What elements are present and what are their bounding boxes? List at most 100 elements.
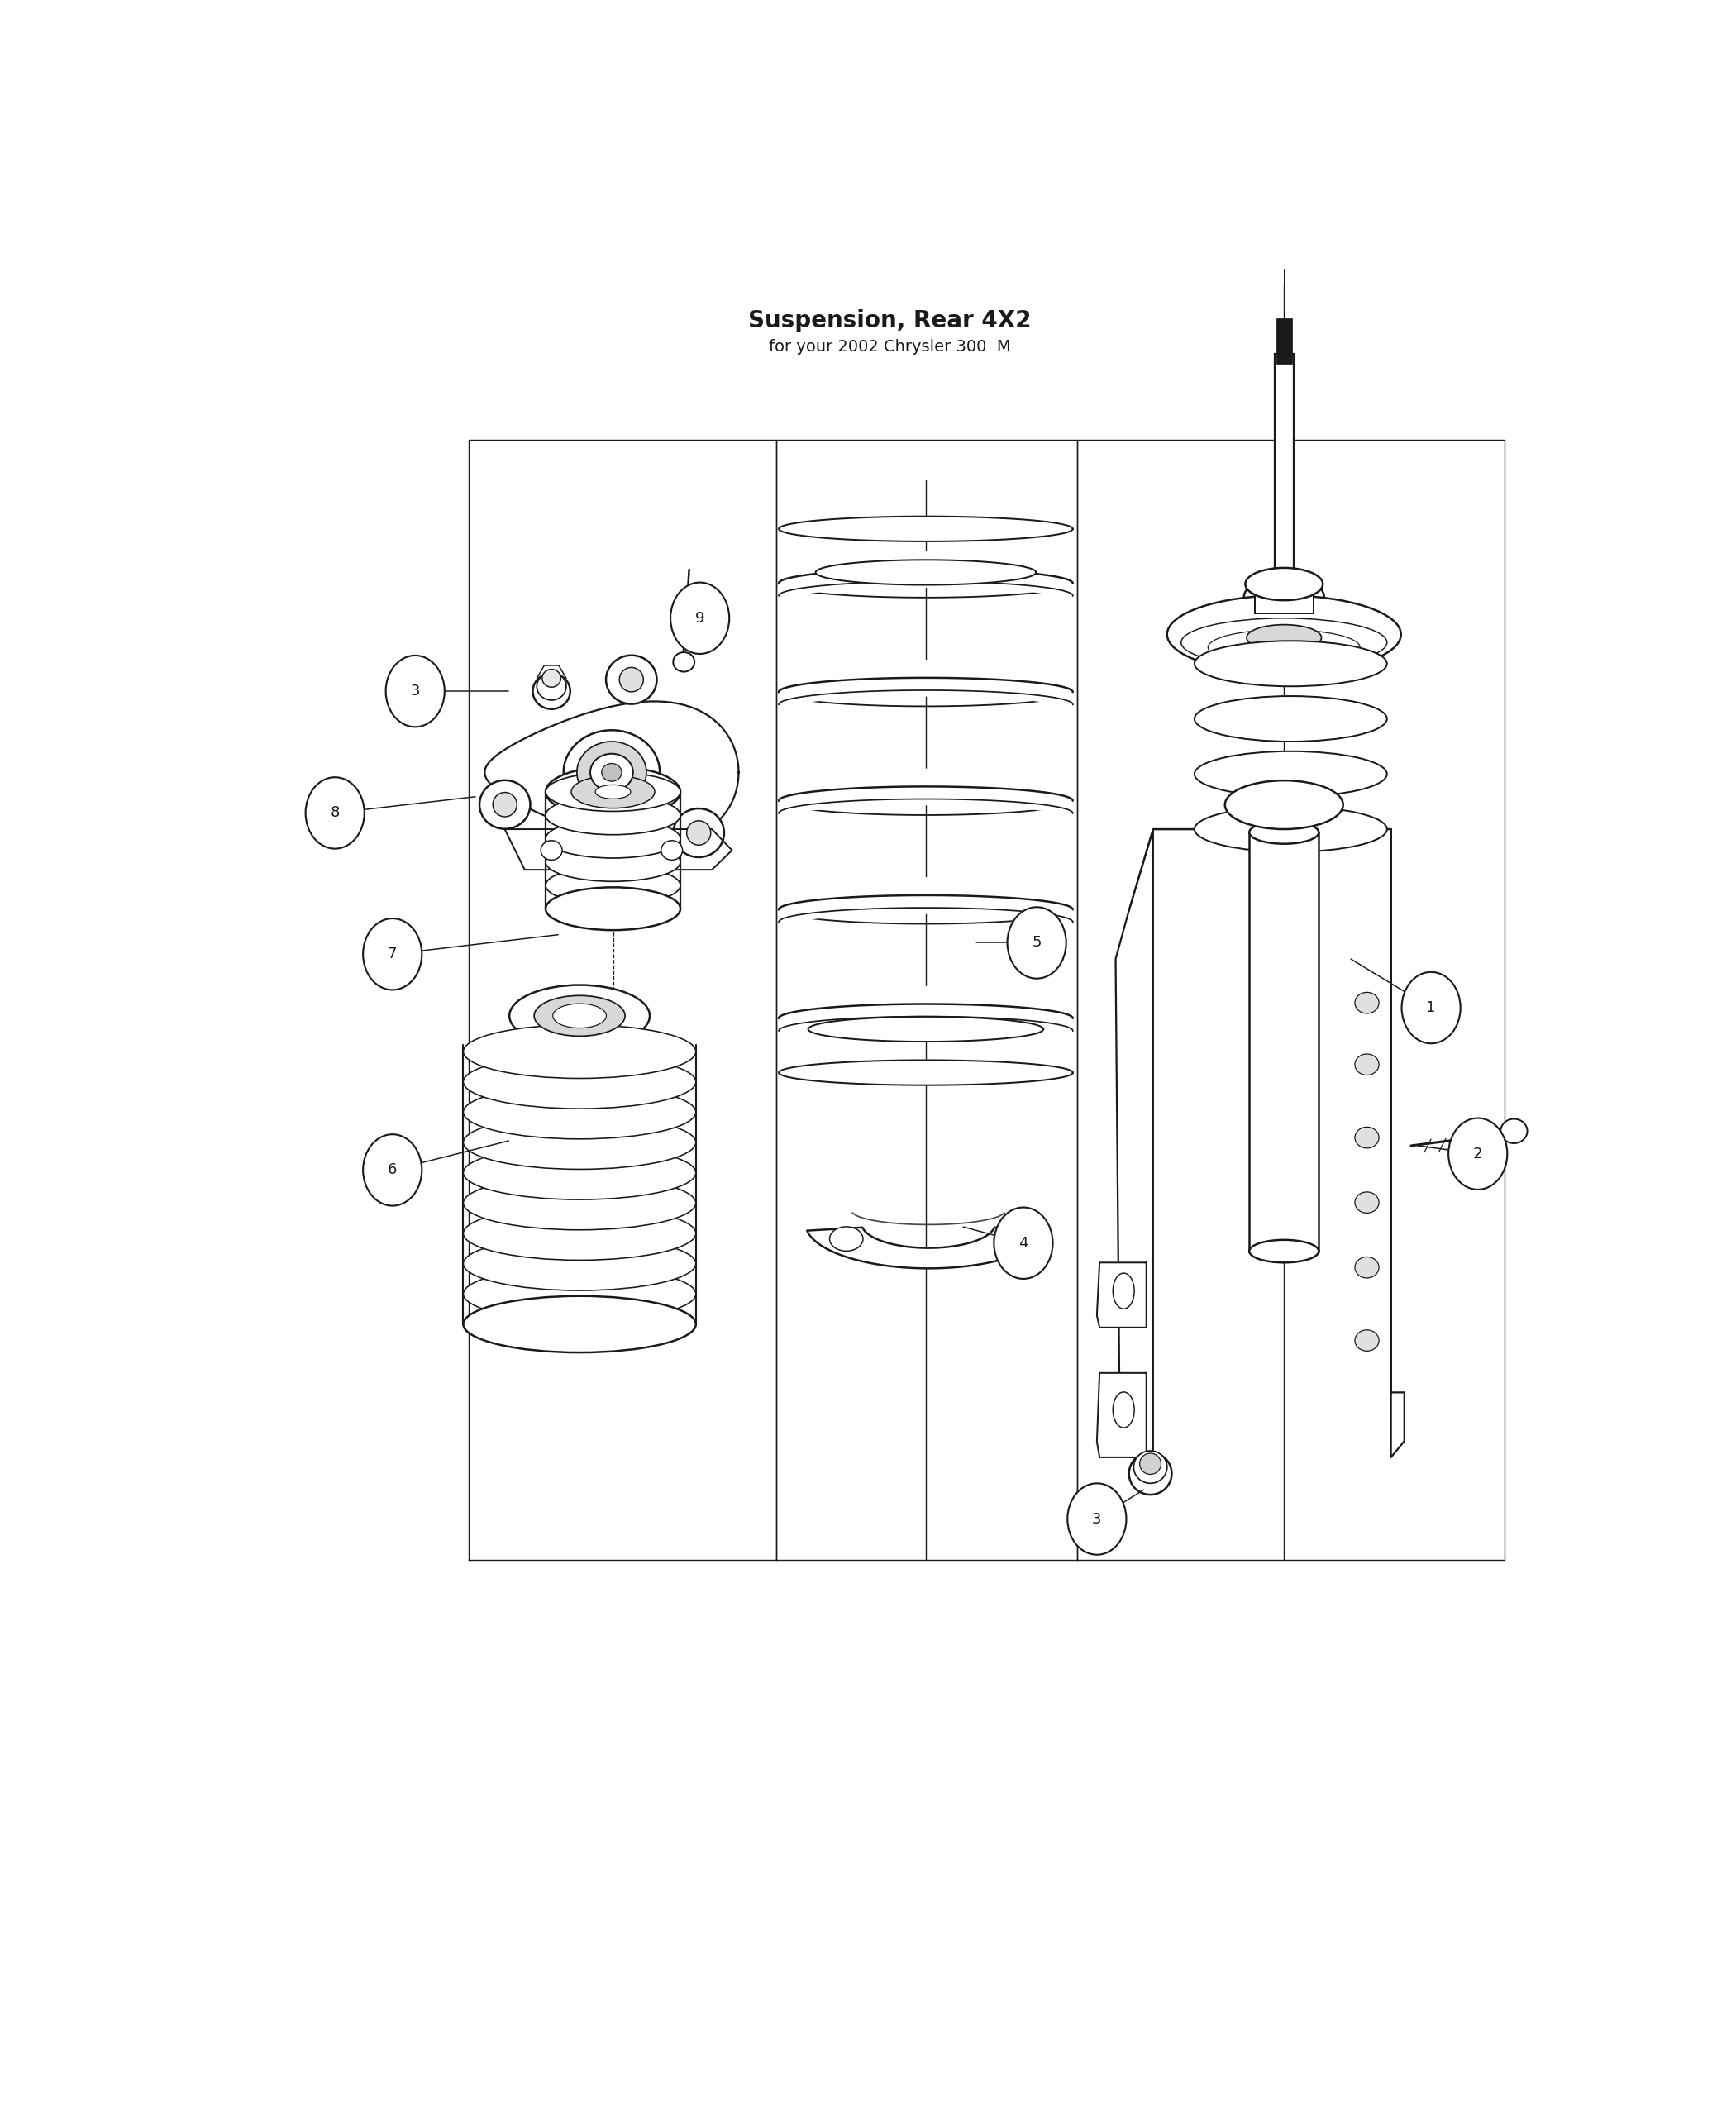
Circle shape bbox=[363, 919, 422, 991]
Text: 5: 5 bbox=[1031, 936, 1042, 951]
Text: Suspension, Rear 4X2: Suspension, Rear 4X2 bbox=[748, 310, 1031, 333]
Ellipse shape bbox=[542, 841, 562, 860]
Ellipse shape bbox=[1194, 641, 1387, 687]
Circle shape bbox=[1448, 1117, 1507, 1189]
Ellipse shape bbox=[1167, 594, 1401, 672]
Text: 3: 3 bbox=[410, 683, 420, 698]
Ellipse shape bbox=[464, 1115, 696, 1170]
Ellipse shape bbox=[479, 780, 529, 828]
Bar bbox=[1255, 584, 1314, 613]
Ellipse shape bbox=[464, 1054, 696, 1109]
Ellipse shape bbox=[1354, 1256, 1378, 1277]
Ellipse shape bbox=[576, 742, 646, 803]
Text: 3: 3 bbox=[1092, 1511, 1102, 1526]
Bar bbox=[1274, 354, 1293, 594]
Ellipse shape bbox=[1250, 1240, 1319, 1263]
Text: 8: 8 bbox=[330, 805, 340, 820]
Ellipse shape bbox=[830, 1227, 863, 1250]
Circle shape bbox=[1068, 1484, 1127, 1556]
Circle shape bbox=[995, 1208, 1052, 1280]
Text: 9: 9 bbox=[694, 611, 705, 626]
Ellipse shape bbox=[545, 795, 681, 835]
Ellipse shape bbox=[1500, 1119, 1528, 1143]
Ellipse shape bbox=[464, 1206, 696, 1261]
Ellipse shape bbox=[1134, 1450, 1167, 1484]
Ellipse shape bbox=[464, 1267, 696, 1322]
Ellipse shape bbox=[564, 729, 660, 814]
Ellipse shape bbox=[545, 767, 681, 818]
Ellipse shape bbox=[1194, 750, 1387, 797]
Ellipse shape bbox=[1245, 567, 1323, 601]
Text: 2: 2 bbox=[1474, 1147, 1483, 1162]
Ellipse shape bbox=[464, 1237, 696, 1290]
Ellipse shape bbox=[590, 755, 634, 790]
Ellipse shape bbox=[1128, 1452, 1172, 1495]
Ellipse shape bbox=[995, 1227, 1028, 1250]
Ellipse shape bbox=[545, 772, 681, 812]
Ellipse shape bbox=[674, 809, 724, 858]
Ellipse shape bbox=[464, 1176, 696, 1229]
Ellipse shape bbox=[464, 1296, 696, 1353]
Polygon shape bbox=[807, 1227, 1050, 1269]
Ellipse shape bbox=[602, 763, 621, 782]
Ellipse shape bbox=[1245, 578, 1325, 618]
Ellipse shape bbox=[545, 866, 681, 904]
Ellipse shape bbox=[1113, 1391, 1134, 1427]
Ellipse shape bbox=[1354, 993, 1378, 1014]
Ellipse shape bbox=[1354, 1330, 1378, 1351]
Ellipse shape bbox=[571, 776, 654, 807]
Ellipse shape bbox=[1113, 1273, 1134, 1309]
Ellipse shape bbox=[1354, 1191, 1378, 1212]
Text: 1: 1 bbox=[1427, 1001, 1436, 1016]
Circle shape bbox=[306, 778, 365, 850]
Text: 4: 4 bbox=[1019, 1235, 1028, 1250]
Ellipse shape bbox=[1250, 820, 1319, 843]
Polygon shape bbox=[809, 1016, 1043, 1041]
Ellipse shape bbox=[1354, 1054, 1378, 1075]
Ellipse shape bbox=[536, 672, 566, 700]
Ellipse shape bbox=[545, 890, 681, 928]
Ellipse shape bbox=[674, 651, 694, 672]
Circle shape bbox=[670, 582, 729, 653]
Ellipse shape bbox=[1208, 630, 1359, 666]
Ellipse shape bbox=[464, 1024, 696, 1079]
Circle shape bbox=[363, 1134, 422, 1206]
Ellipse shape bbox=[545, 843, 681, 881]
Polygon shape bbox=[816, 561, 1036, 584]
Ellipse shape bbox=[493, 793, 517, 816]
Bar bbox=[1276, 318, 1292, 363]
Ellipse shape bbox=[533, 672, 569, 708]
Text: 7: 7 bbox=[387, 946, 398, 961]
Ellipse shape bbox=[535, 995, 625, 1037]
Ellipse shape bbox=[620, 668, 644, 691]
Ellipse shape bbox=[1259, 584, 1309, 609]
Polygon shape bbox=[779, 516, 1073, 542]
Polygon shape bbox=[505, 828, 733, 871]
Text: 6: 6 bbox=[387, 1164, 398, 1178]
Ellipse shape bbox=[509, 984, 649, 1048]
Ellipse shape bbox=[545, 820, 681, 858]
Bar bbox=[1250, 833, 1319, 1252]
Ellipse shape bbox=[595, 784, 630, 799]
Ellipse shape bbox=[1139, 1452, 1161, 1473]
Ellipse shape bbox=[1226, 780, 1344, 828]
Polygon shape bbox=[484, 702, 738, 843]
Ellipse shape bbox=[1180, 618, 1387, 666]
Ellipse shape bbox=[542, 670, 561, 687]
Ellipse shape bbox=[1354, 1128, 1378, 1149]
Ellipse shape bbox=[1194, 696, 1387, 742]
Ellipse shape bbox=[687, 820, 710, 845]
Circle shape bbox=[385, 656, 444, 727]
Ellipse shape bbox=[606, 656, 656, 704]
Ellipse shape bbox=[661, 841, 682, 860]
Ellipse shape bbox=[464, 1086, 696, 1138]
Ellipse shape bbox=[464, 1147, 696, 1199]
Polygon shape bbox=[1097, 1372, 1146, 1457]
Polygon shape bbox=[1116, 828, 1404, 1457]
Polygon shape bbox=[1097, 1263, 1146, 1328]
Polygon shape bbox=[779, 1060, 1073, 1086]
Ellipse shape bbox=[545, 887, 681, 930]
Ellipse shape bbox=[1194, 807, 1387, 852]
Ellipse shape bbox=[552, 1003, 606, 1029]
Text: for your 2002 Chrysler 300  M: for your 2002 Chrysler 300 M bbox=[769, 339, 1010, 354]
